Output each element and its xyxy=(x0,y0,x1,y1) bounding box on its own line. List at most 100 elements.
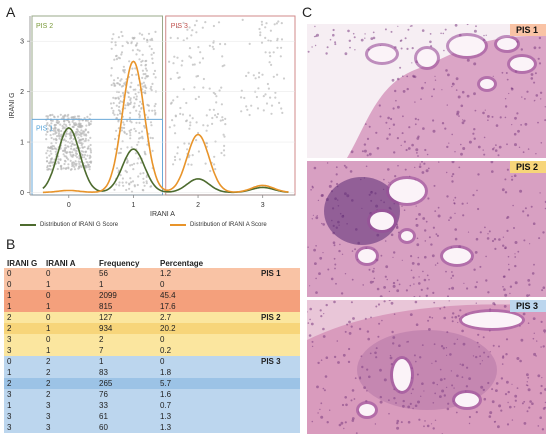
scatter-point xyxy=(55,138,58,142)
scatter-point xyxy=(223,144,226,147)
scatter-point xyxy=(189,56,193,59)
scatter-point xyxy=(185,120,188,123)
scatter-point xyxy=(136,183,139,187)
scatter-point xyxy=(215,116,218,119)
scatter-point xyxy=(60,164,63,167)
scatter-point xyxy=(80,124,83,127)
scatter-point xyxy=(46,166,49,169)
scatter-point xyxy=(274,91,277,94)
histology-tag: PIS 1 xyxy=(509,24,546,36)
scatter-point xyxy=(72,138,75,141)
scatter-point xyxy=(116,82,119,85)
scatter-point xyxy=(270,63,273,66)
scatter-point xyxy=(50,147,53,150)
scatter-point xyxy=(64,135,67,138)
cell-percentage: 0 xyxy=(160,335,165,344)
scatter-point xyxy=(219,42,222,46)
scatter-point xyxy=(204,162,207,165)
scatter-point xyxy=(269,96,272,99)
scatter-point xyxy=(173,55,176,58)
scatter-point xyxy=(82,132,85,135)
scatter-point xyxy=(134,67,137,70)
scatter-point xyxy=(73,168,77,171)
scatter-point xyxy=(117,90,120,94)
scatter-point xyxy=(115,117,118,120)
scatter-point xyxy=(49,129,52,133)
scatter-point xyxy=(150,47,153,51)
table-row: 2 2 265 5.7 xyxy=(4,378,300,389)
scatter-point xyxy=(83,153,87,156)
scatter-point xyxy=(176,95,179,98)
scatter-point xyxy=(223,154,226,157)
scatter-point xyxy=(276,73,279,76)
cell-percentage: 0 xyxy=(160,357,165,366)
scatter-point xyxy=(195,19,198,22)
scatter-point xyxy=(46,130,49,133)
scatter-point xyxy=(73,124,76,127)
scatter-point xyxy=(149,38,152,42)
table-row: 2 1 934 20.2 xyxy=(4,323,300,334)
cell-frequency: 76 xyxy=(99,390,108,399)
scatter-point xyxy=(110,41,113,44)
scatter-point xyxy=(151,109,154,112)
scatter-point xyxy=(75,146,78,150)
scatter-point xyxy=(51,113,54,116)
cell-irani-a: 0 xyxy=(46,335,51,344)
scatter-point xyxy=(49,168,53,171)
scatter-point xyxy=(62,153,65,156)
scatter-point xyxy=(75,128,78,131)
cell-irani-g: 1 xyxy=(7,302,12,311)
scatter-point xyxy=(83,117,86,120)
distribution-chart: 0 1 2 3 0 1 2 3 IRANI A IRANI G PIS 2 PIS 3 PIS 1 xyxy=(9,15,296,218)
scatter-point xyxy=(70,147,73,150)
scatter-point xyxy=(110,83,113,87)
cell-percentage: 20.2 xyxy=(160,324,176,333)
scatter-point xyxy=(86,115,89,118)
scatter-point xyxy=(57,158,60,161)
cell-irani-g: 3 xyxy=(7,423,12,432)
scatter-point xyxy=(48,124,51,127)
scatter-point xyxy=(110,47,113,50)
scatter-point xyxy=(221,65,224,68)
scatter-point xyxy=(47,146,50,149)
scatter-point xyxy=(115,104,118,107)
scatter-point xyxy=(110,107,113,110)
scatter-point xyxy=(260,20,263,23)
scatter-point xyxy=(121,177,124,180)
scatter-point xyxy=(111,37,114,40)
scatter-point xyxy=(178,158,181,161)
scatter-point xyxy=(89,149,92,152)
scatter-point xyxy=(75,162,78,165)
cell-irani-g: 2 xyxy=(7,379,12,388)
scatter-point xyxy=(202,77,205,81)
scatter-point xyxy=(118,83,121,86)
scatter-point xyxy=(201,57,205,60)
scatter-point xyxy=(129,134,132,137)
scatter-point xyxy=(171,119,174,122)
scatter-point xyxy=(84,150,87,154)
scatter-point xyxy=(114,44,117,47)
scatter-point xyxy=(52,138,56,141)
scatter-point xyxy=(258,71,261,74)
scatter-point xyxy=(148,45,151,48)
scatter-point xyxy=(205,129,208,132)
scatter-point xyxy=(136,42,139,45)
scatter-point xyxy=(119,95,122,98)
scatter-point xyxy=(71,161,74,164)
legend-label-g: Distribution of IRANI G Score xyxy=(40,222,119,228)
chart-axes: 0 1 2 3 0 1 2 3 xyxy=(20,16,295,209)
scatter-point xyxy=(132,106,135,109)
pis3-region xyxy=(165,15,296,196)
scatter-point xyxy=(269,29,272,32)
scatter-point xyxy=(257,76,261,79)
scatter-point xyxy=(113,79,116,82)
scatter-point xyxy=(220,103,223,106)
cell-group xyxy=(258,323,300,334)
scatter-point xyxy=(193,24,197,27)
scatter-point xyxy=(113,113,116,116)
scatter-point xyxy=(57,120,61,123)
panel-b-letter: B xyxy=(6,236,16,252)
scatter-point xyxy=(130,42,133,45)
scatter-point xyxy=(120,147,123,150)
scatter-point xyxy=(123,68,126,72)
